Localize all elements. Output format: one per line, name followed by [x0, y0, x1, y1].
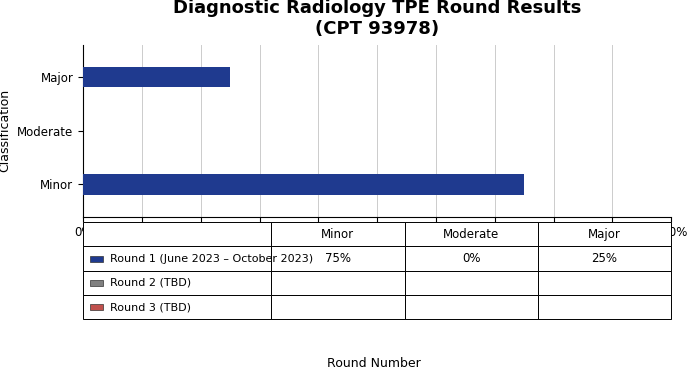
- Bar: [83, 67, 230, 88]
- Bar: [90, 304, 103, 310]
- Bar: [83, 295, 271, 319]
- Bar: [90, 280, 103, 286]
- Bar: [538, 271, 671, 295]
- Bar: [271, 246, 405, 271]
- Text: 25%: 25%: [592, 252, 617, 265]
- Text: Major: Major: [588, 228, 621, 241]
- Bar: [83, 271, 271, 295]
- Text: Minor: Minor: [321, 228, 354, 241]
- Y-axis label: Classification: Classification: [0, 89, 12, 172]
- Text: Round 1 (June 2023 – October 2023): Round 1 (June 2023 – October 2023): [110, 253, 313, 264]
- Bar: [83, 222, 271, 246]
- Bar: [90, 256, 103, 262]
- Bar: [405, 222, 538, 246]
- Bar: [405, 295, 538, 319]
- Text: 75%: 75%: [325, 252, 351, 265]
- Text: Round Number: Round Number: [327, 357, 421, 370]
- Bar: [271, 295, 405, 319]
- Bar: [405, 246, 538, 271]
- Text: Moderate: Moderate: [443, 228, 500, 241]
- Bar: [538, 295, 671, 319]
- Title: Diagnostic Radiology TPE Round Results
(CPT 93978): Diagnostic Radiology TPE Round Results (…: [173, 0, 581, 38]
- Bar: [538, 246, 671, 271]
- Text: Round 3 (TBD): Round 3 (TBD): [110, 302, 191, 312]
- Bar: [83, 246, 271, 271]
- Bar: [83, 174, 525, 194]
- Bar: [538, 222, 671, 246]
- Text: 0%: 0%: [462, 252, 480, 265]
- Bar: [271, 271, 405, 295]
- Bar: [271, 222, 405, 246]
- Bar: [405, 271, 538, 295]
- Text: Round 2 (TBD): Round 2 (TBD): [110, 278, 191, 288]
